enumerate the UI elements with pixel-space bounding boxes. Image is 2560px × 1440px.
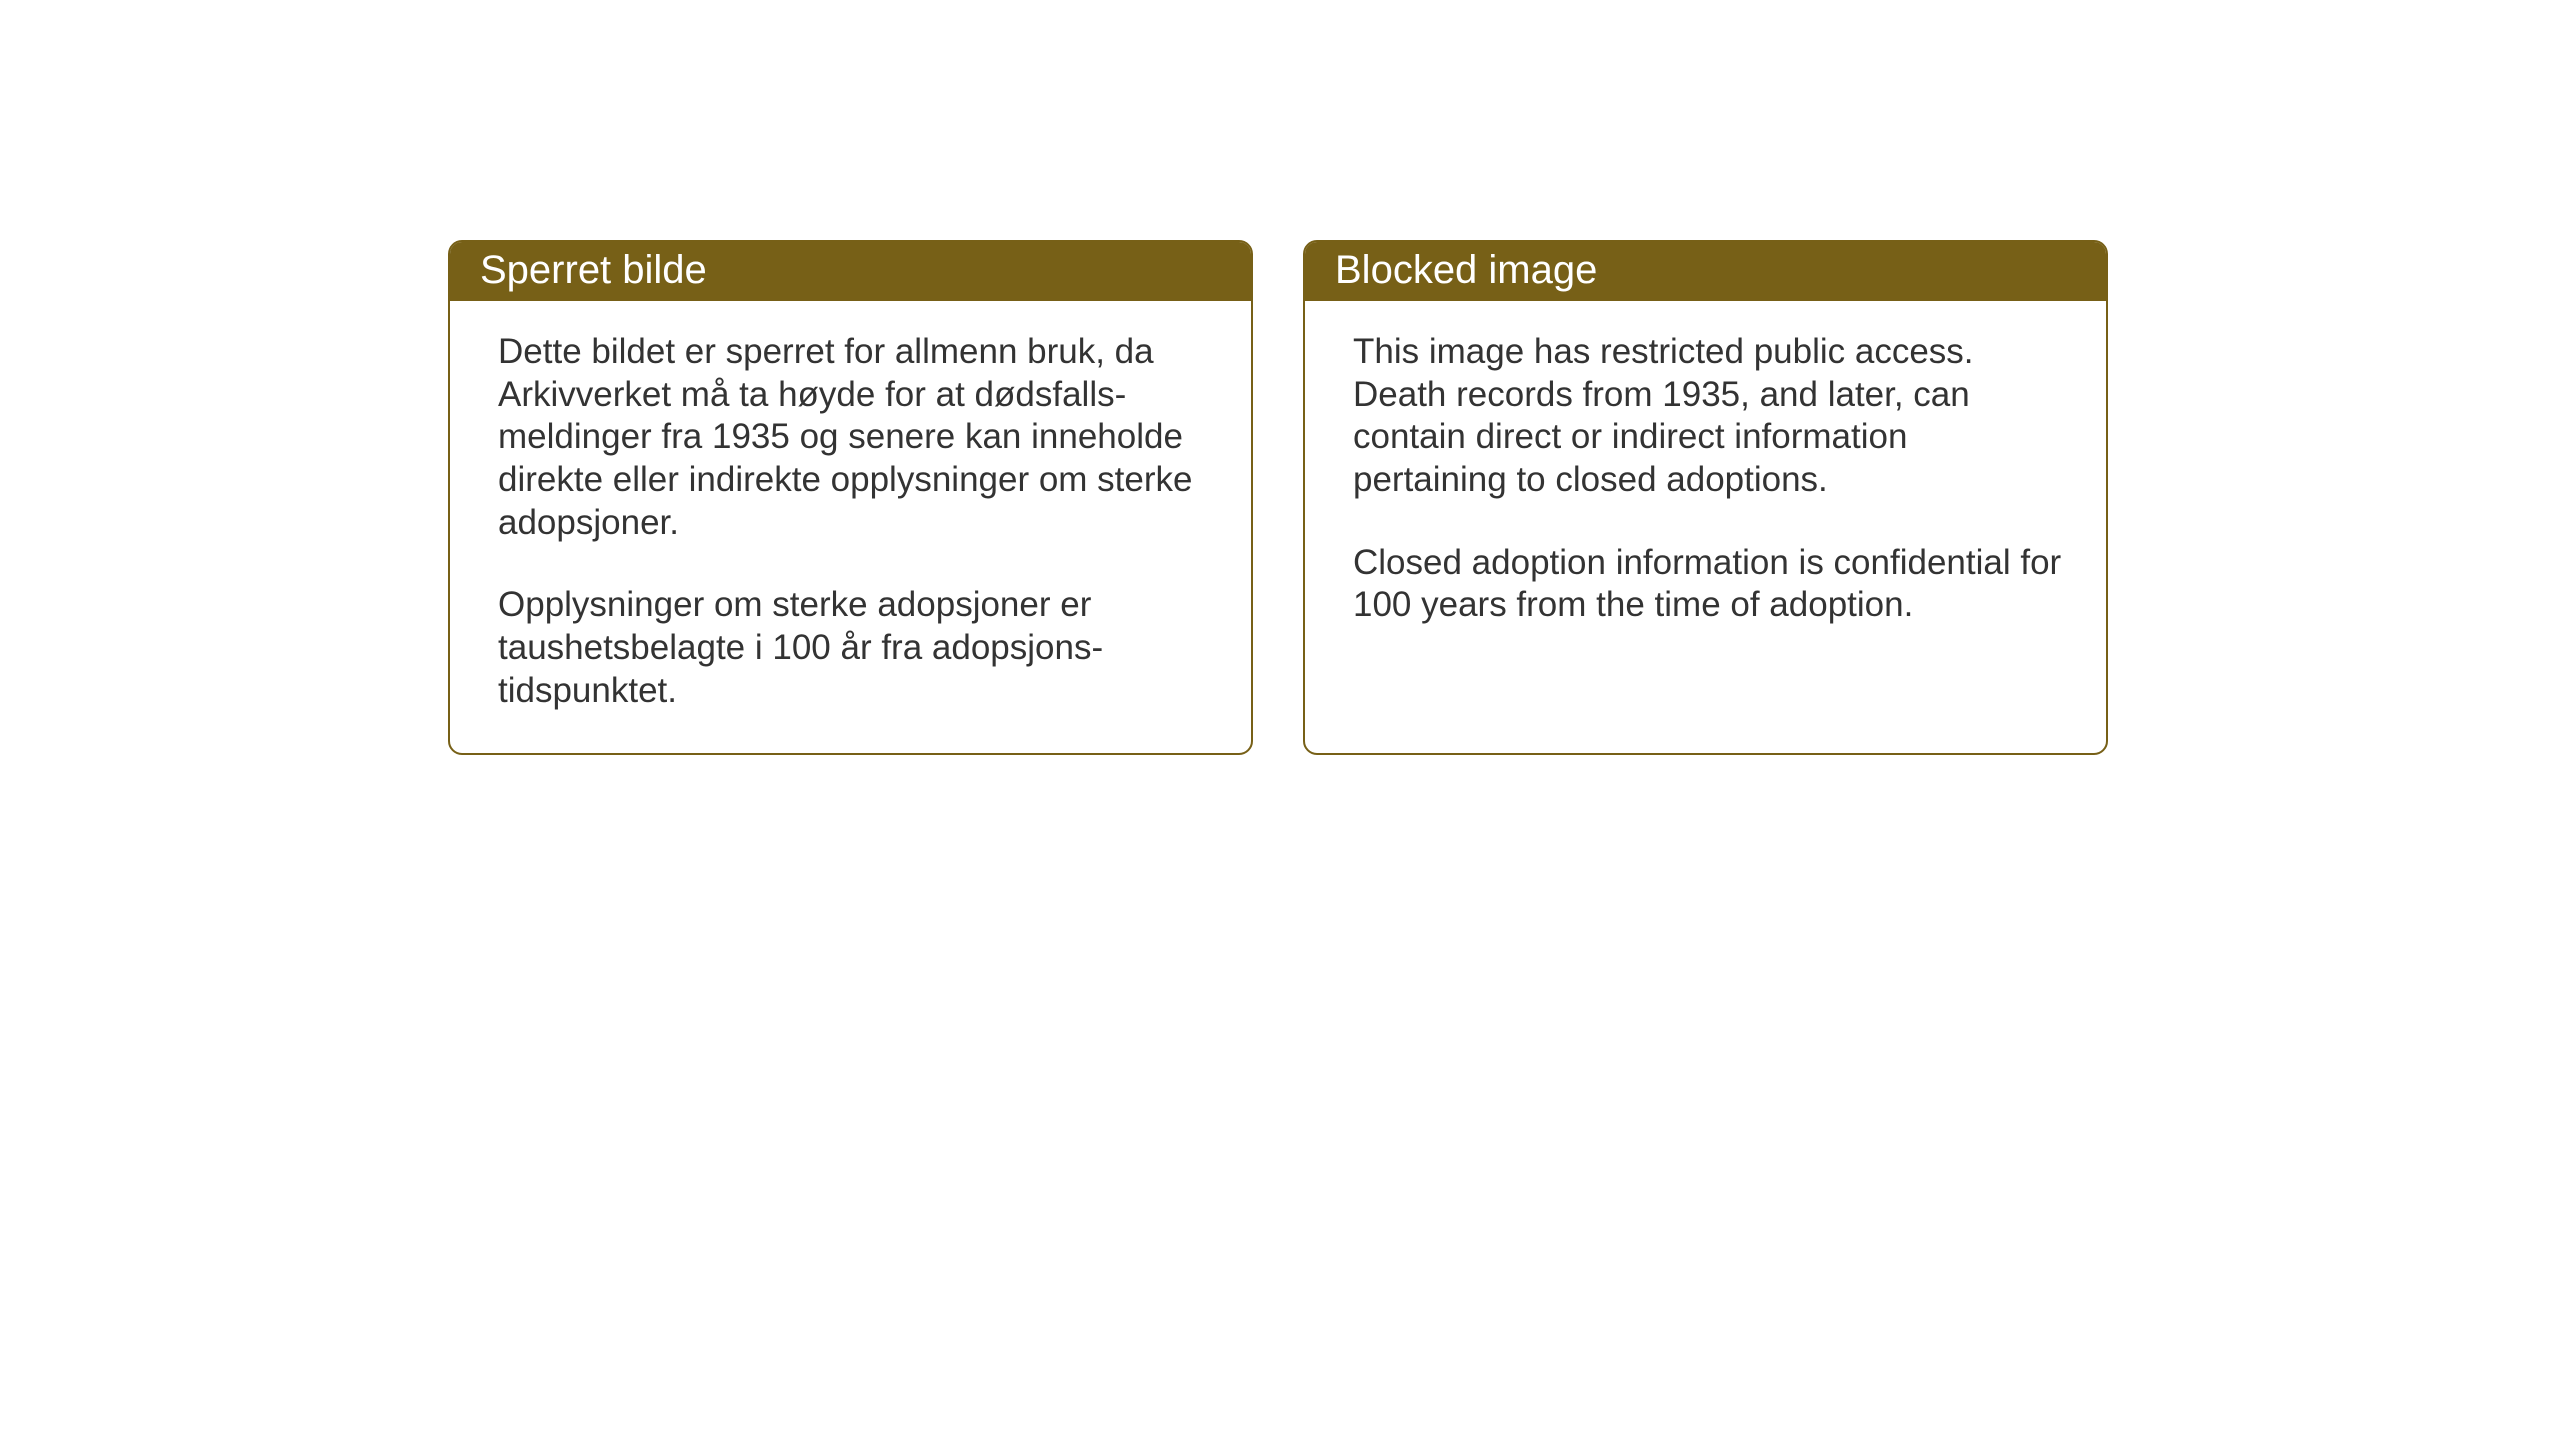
cards-container: Sperret bilde Dette bildet er sperret fo… (0, 0, 2560, 755)
english-card-header: Blocked image (1305, 242, 2106, 301)
norwegian-card-header: Sperret bilde (450, 242, 1251, 301)
english-card-title: Blocked image (1335, 248, 1597, 292)
norwegian-card: Sperret bilde Dette bildet er sperret fo… (448, 240, 1253, 755)
norwegian-paragraph-1: Dette bildet er sperret for allmenn bruk… (498, 331, 1211, 544)
english-card: Blocked image This image has restricted … (1303, 240, 2108, 755)
english-paragraph-1: This image has restricted public access.… (1353, 331, 2066, 502)
norwegian-paragraph-2: Opplysninger om sterke adopsjoner er tau… (498, 584, 1211, 712)
english-card-body: This image has restricted public access.… (1305, 301, 2106, 741)
english-paragraph-2: Closed adoption information is confident… (1353, 542, 2066, 627)
norwegian-card-body: Dette bildet er sperret for allmenn bruk… (450, 301, 1251, 753)
norwegian-card-title: Sperret bilde (480, 248, 707, 292)
